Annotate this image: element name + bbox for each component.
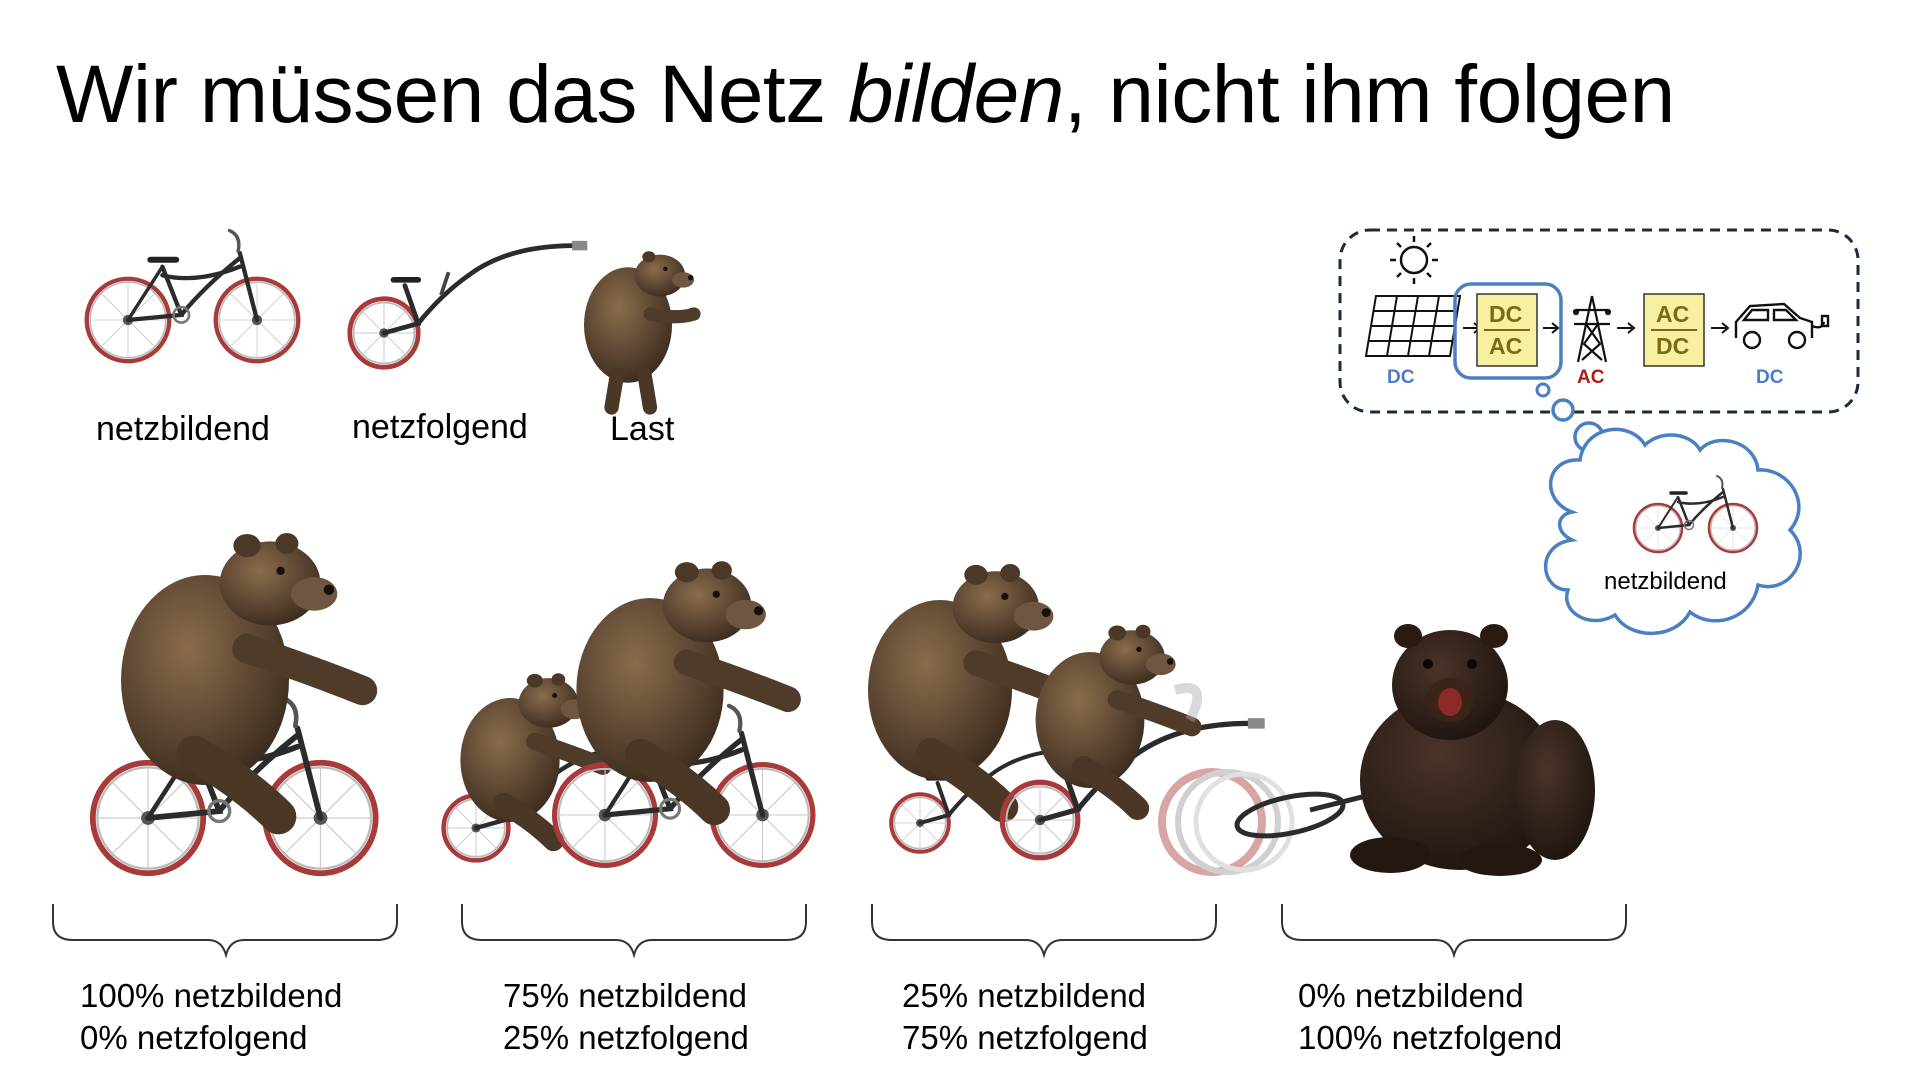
dashed-frame <box>1338 228 1860 414</box>
scenario-2-illustration <box>444 561 813 865</box>
scenario-2-line-1: 75% netzbildend <box>503 977 748 1014</box>
current-label-grid: AC <box>1577 367 1605 388</box>
legend-label-grid-following: netzfolgend <box>352 408 528 446</box>
current-label-car: DC <box>1756 367 1784 388</box>
inverter-highlight <box>1453 282 1563 380</box>
power-pylon-icon <box>1572 295 1612 363</box>
legend-bear-icon <box>584 251 701 415</box>
rectifier-label-bottom: DC <box>1656 333 1690 359</box>
scenario-3-line-2: 75% netzfolgend <box>902 1019 1148 1056</box>
scenario-1-illustration <box>93 533 376 873</box>
scenario-1-line-1: 100% netzbildend <box>80 977 343 1014</box>
brace-2 <box>461 904 807 959</box>
electric-car-icon <box>1734 302 1830 350</box>
legend-label-load: Last <box>610 410 675 448</box>
brace-1 <box>52 904 398 959</box>
title-text-after: , nicht ihm folgen <box>1063 49 1675 140</box>
thought-dot-1 <box>1535 382 1551 398</box>
legend-label-grid-forming: netzbildend <box>96 410 270 448</box>
inverter-label-bottom: AC <box>1489 333 1523 359</box>
thought-cloud <box>1544 427 1802 636</box>
scenario-2-line-2: 25% netzfolgend <box>503 1019 749 1056</box>
page-title: Wir müssen das Netz bilden, nicht ihm fo… <box>56 48 1675 142</box>
scenario-4-illustration <box>1234 624 1595 876</box>
scenario-4-line-1: 0% netzbildend <box>1298 977 1524 1014</box>
brace-4 <box>1281 904 1627 959</box>
thought-cloud-label: netzbildend <box>1604 568 1727 595</box>
brace-3 <box>871 904 1217 959</box>
title-emphasis: bilden <box>847 49 1064 140</box>
current-label-solar: DC <box>1387 367 1415 388</box>
thought-dot-2 <box>1551 398 1575 422</box>
rectifier-label-top: AC <box>1656 301 1690 327</box>
scenario-1-line-2: 0% netzfolgend <box>80 1019 308 1056</box>
title-text-before: Wir müssen das Netz <box>56 49 848 140</box>
sun-icon <box>1390 236 1438 284</box>
scenario-3-line-1: 25% netzbildend <box>902 977 1147 1014</box>
conversion-chain-diagram <box>1338 228 1860 636</box>
scenario-braces <box>52 904 1627 959</box>
scenario-3-illustration <box>868 564 1295 876</box>
legend-bicycle-icon <box>87 231 299 362</box>
inverter-label-top: DC <box>1489 301 1523 327</box>
legend-trailer-bike-icon <box>350 241 588 367</box>
solar-panel-icon <box>1364 295 1462 357</box>
scenario-4-line-2: 100% netzfolgend <box>1298 1019 1563 1056</box>
